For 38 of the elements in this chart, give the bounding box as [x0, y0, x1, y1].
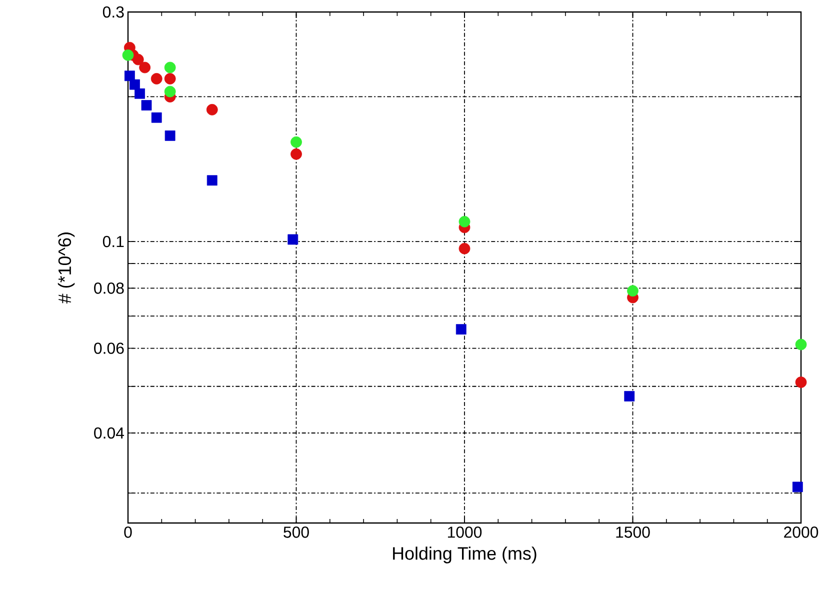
- y-tick-label: 0.3: [102, 6, 124, 18]
- point: [206, 104, 218, 116]
- point: [795, 376, 807, 388]
- x-tick-label: 0: [124, 526, 132, 538]
- x-tick-label: 500: [284, 526, 309, 538]
- point: [164, 73, 176, 84]
- point: [132, 54, 144, 66]
- point: [164, 130, 176, 141]
- point: [122, 49, 134, 61]
- y-axis-title: # (*10^6): [58, 232, 75, 304]
- x-tick-label: 1000: [448, 526, 482, 538]
- point: [141, 100, 152, 110]
- point: [164, 86, 176, 98]
- point: [290, 148, 302, 160]
- point: [134, 88, 145, 99]
- point: [458, 242, 470, 254]
- point: [206, 175, 218, 186]
- point: [164, 62, 176, 74]
- y-tick-label: 0.06: [94, 342, 124, 354]
- point: [624, 391, 635, 402]
- point: [795, 338, 807, 350]
- point: [290, 136, 302, 148]
- point: [456, 324, 466, 335]
- point: [139, 62, 151, 74]
- point: [792, 482, 803, 492]
- point: [288, 234, 298, 245]
- point: [458, 216, 470, 228]
- y-tick-label: 0.04: [94, 427, 124, 439]
- point: [124, 70, 135, 82]
- x-tick-label: 1500: [616, 526, 650, 538]
- y-tick-label: 0.08: [94, 282, 124, 294]
- x-axis-title: Holding Time (ms): [393, 546, 536, 564]
- point: [627, 285, 638, 297]
- point: [151, 112, 162, 123]
- point: [150, 73, 162, 84]
- point: [130, 79, 140, 90]
- x-tick-label: 2000: [784, 526, 818, 538]
- y-tick-label: 0.1: [102, 236, 124, 248]
